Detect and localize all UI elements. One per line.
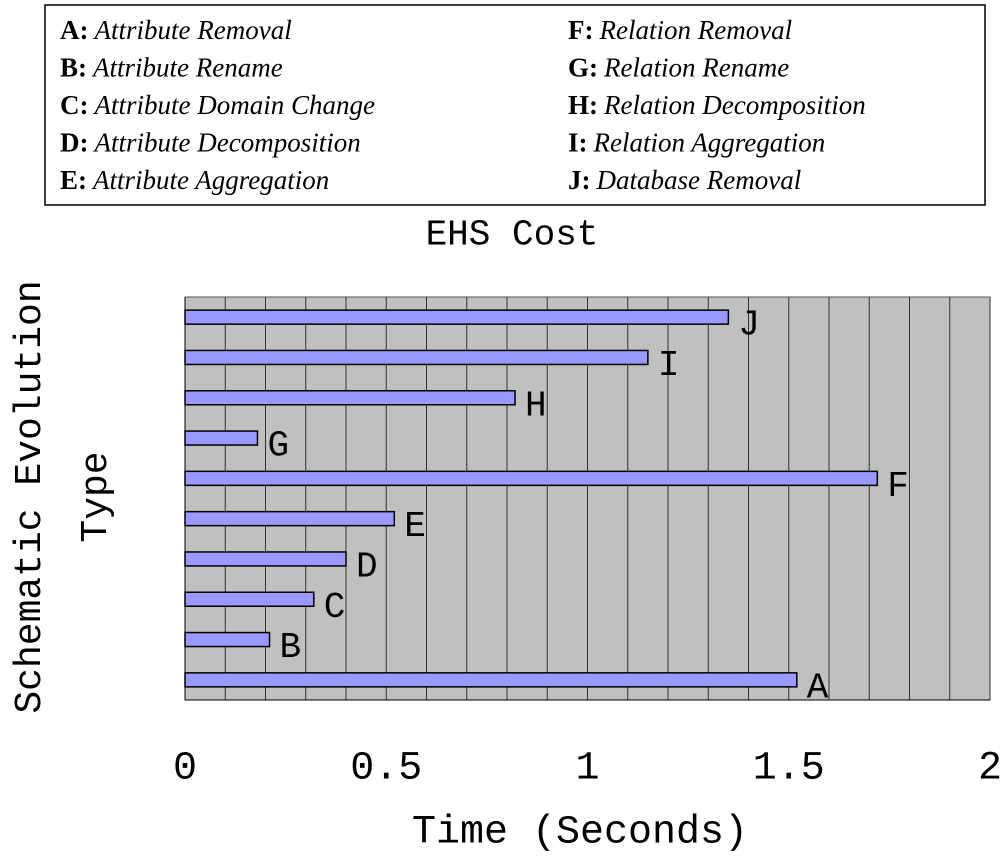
bar-label: A (807, 667, 829, 708)
x-tick-label: 0.5 (350, 747, 422, 792)
bar-label: H (525, 385, 547, 426)
bar-label: D (356, 546, 378, 587)
legend-key: J: (568, 165, 591, 195)
legend-box (44, 4, 986, 206)
legend-label: Attribute Domain Change (93, 90, 375, 120)
legend-label: Attribute Aggregation (91, 165, 329, 195)
bar-label: I (658, 345, 680, 386)
bar (184, 591, 315, 607)
legend-entry: J: Database Removal (568, 165, 801, 195)
bar (184, 470, 879, 487)
bar (184, 672, 798, 688)
legend-entry: F: Relation Removal (568, 15, 792, 45)
bar (184, 551, 347, 567)
legend-entry: D: Attribute Decomposition (60, 128, 361, 158)
bar (184, 631, 271, 648)
legend-key: E: (60, 165, 87, 195)
x-tick-label: 1 (575, 747, 599, 792)
bar (184, 430, 259, 446)
bar-label: B (280, 627, 302, 668)
legend-label: Relation Removal (598, 15, 792, 45)
legend-key: C: (60, 90, 89, 120)
legend-entry: C: Attribute Domain Change (60, 90, 375, 120)
bar-label: F (887, 466, 909, 507)
legend-label: Relation Rename (603, 53, 789, 83)
legend-key: A: (60, 15, 89, 45)
legend-key: B: (60, 53, 87, 83)
x-tick-label: 0 (173, 747, 197, 792)
bar-label: J (738, 305, 760, 346)
chart-title: EHS Cost (426, 215, 599, 256)
legend-key: D: (60, 128, 89, 158)
y-axis-title: Type (75, 451, 118, 542)
legend-label: Database Removal (596, 165, 802, 195)
legend-label: Relation Aggregation (593, 128, 826, 158)
x-tick-label: 2 (978, 747, 1002, 792)
legend-label: Attribute Decomposition (93, 128, 361, 158)
legend-label: Attribute Removal (93, 15, 292, 45)
legend-key: G: (568, 53, 598, 83)
legend-entry: H: Relation Decomposition (568, 90, 866, 120)
x-tick-label: 1.5 (753, 747, 825, 792)
x-axis-title: Time (Seconds) (412, 811, 748, 856)
bar (184, 510, 396, 527)
bar-label: C (324, 587, 346, 628)
bar (184, 349, 649, 366)
legend-label: Attribute Rename (91, 53, 283, 83)
bar-label: G (267, 426, 289, 467)
y-axis-title: Schematic Evolution (9, 280, 52, 713)
legend-entry: I: Relation Aggregation (568, 128, 825, 158)
legend-key: F: (568, 15, 593, 45)
legend-entry: E: Attribute Aggregation (60, 165, 329, 195)
legend-entry: G: Relation Rename (568, 53, 789, 83)
bar-label: E (404, 506, 426, 547)
legend-label: Relation Decomposition (603, 90, 866, 120)
legend-key: H: (568, 90, 598, 120)
legend-entry: A: Attribute Removal (60, 15, 292, 45)
legend-key: I: (568, 128, 588, 158)
legend-entry: B: Attribute Rename (60, 53, 283, 83)
bar (184, 309, 730, 325)
bar (184, 390, 516, 406)
